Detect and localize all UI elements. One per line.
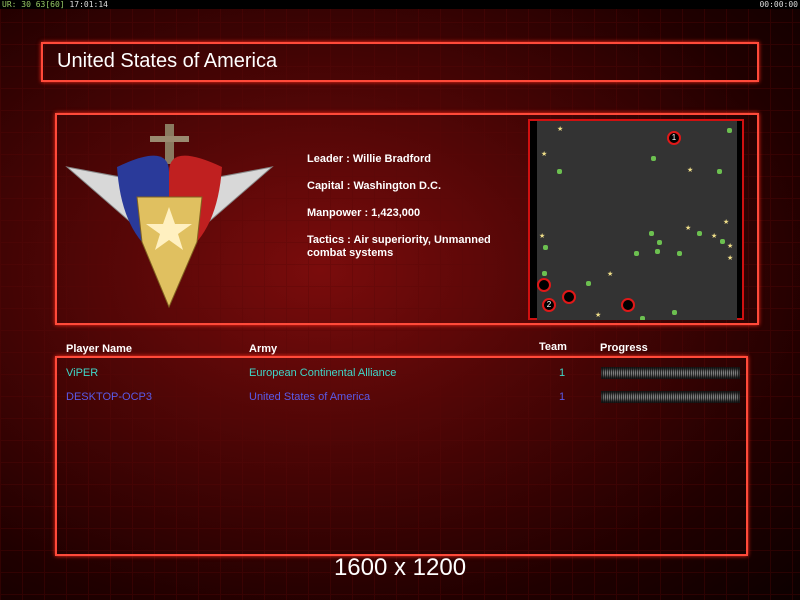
progress-bar [601, 367, 740, 379]
map-star-marker: ★ [727, 243, 734, 250]
page-title: United States of America [57, 50, 278, 72]
map-resource-marker [586, 281, 591, 286]
map-preview[interactable]: 1 2 ★ ★ ★ ★ ★ ★ ★ ★ ★ ★ ★ [528, 119, 744, 320]
map-star-marker: ★ [607, 271, 614, 278]
start-position-marker[interactable] [562, 290, 576, 304]
map-resource-marker [677, 251, 682, 256]
map-star-marker: ★ [595, 312, 602, 319]
map-resource-marker [655, 249, 660, 254]
map-star-marker: ★ [687, 167, 694, 174]
status-bar: UR: 30 63[60] 17:01:14 00:00:00 [0, 0, 800, 9]
player-team: 1 [559, 391, 566, 403]
player-name: ViPER [66, 367, 99, 379]
header-army: Army [249, 343, 278, 355]
map-resource-marker [720, 239, 725, 244]
map-star-marker: ★ [727, 255, 734, 262]
game-timer: 00:00:00 [759, 0, 798, 9]
fps-readout: UR: 30 63[60] [2, 0, 65, 9]
player-name: DESKTOP-OCP3 [66, 391, 152, 403]
progress-bar [601, 391, 740, 403]
map-resource-marker [717, 169, 722, 174]
header-progress: Progress [600, 342, 648, 354]
manpower-text: Manpower : 1,423,000 [307, 207, 421, 219]
map-star-marker: ★ [541, 151, 548, 158]
title-frame [41, 42, 759, 82]
map-resource-marker [672, 310, 677, 315]
map-resource-marker [557, 169, 562, 174]
start-position-marker[interactable] [621, 298, 635, 312]
map-star-marker: ★ [557, 126, 564, 133]
header-team: Team [539, 341, 567, 353]
map-resource-marker [727, 128, 732, 133]
map-resource-marker [640, 316, 645, 320]
map-resource-marker [542, 271, 547, 276]
map-resource-marker [649, 231, 654, 236]
faction-info-frame [55, 113, 759, 325]
map-resource-marker [657, 240, 662, 245]
map-resource-marker [634, 251, 639, 256]
header-player-name: Player Name [66, 343, 133, 355]
map-star-marker: ★ [723, 219, 730, 226]
capital-text: Capital : Washington D.C. [307, 180, 442, 192]
map-resource-marker [697, 231, 702, 236]
leader-text: Leader : Willie Bradford [307, 153, 431, 165]
start-position-marker[interactable] [537, 278, 551, 292]
resolution-label: 1600 x 1200 [333, 554, 467, 581]
tactics-text: Tactics : Air superiority, Unmanned comb… [307, 234, 491, 259]
map-star-marker: ★ [711, 233, 718, 240]
start-position-marker[interactable]: 1 [667, 131, 681, 145]
player-army: European Continental Alliance [249, 367, 397, 379]
faction-emblem [65, 124, 274, 309]
player-list-frame [55, 356, 748, 556]
map-star-marker: ★ [685, 225, 692, 232]
map-resource-marker [543, 245, 548, 250]
map-resource-marker [651, 156, 656, 161]
start-position-marker[interactable]: 2 [542, 298, 556, 312]
clock: 17:01:14 [69, 0, 108, 9]
player-team: 1 [559, 367, 566, 379]
player-army: United States of America [249, 391, 371, 403]
map-star-marker: ★ [539, 233, 546, 240]
map-terrain: 1 2 ★ ★ ★ ★ ★ ★ ★ ★ ★ ★ ★ [537, 121, 737, 320]
